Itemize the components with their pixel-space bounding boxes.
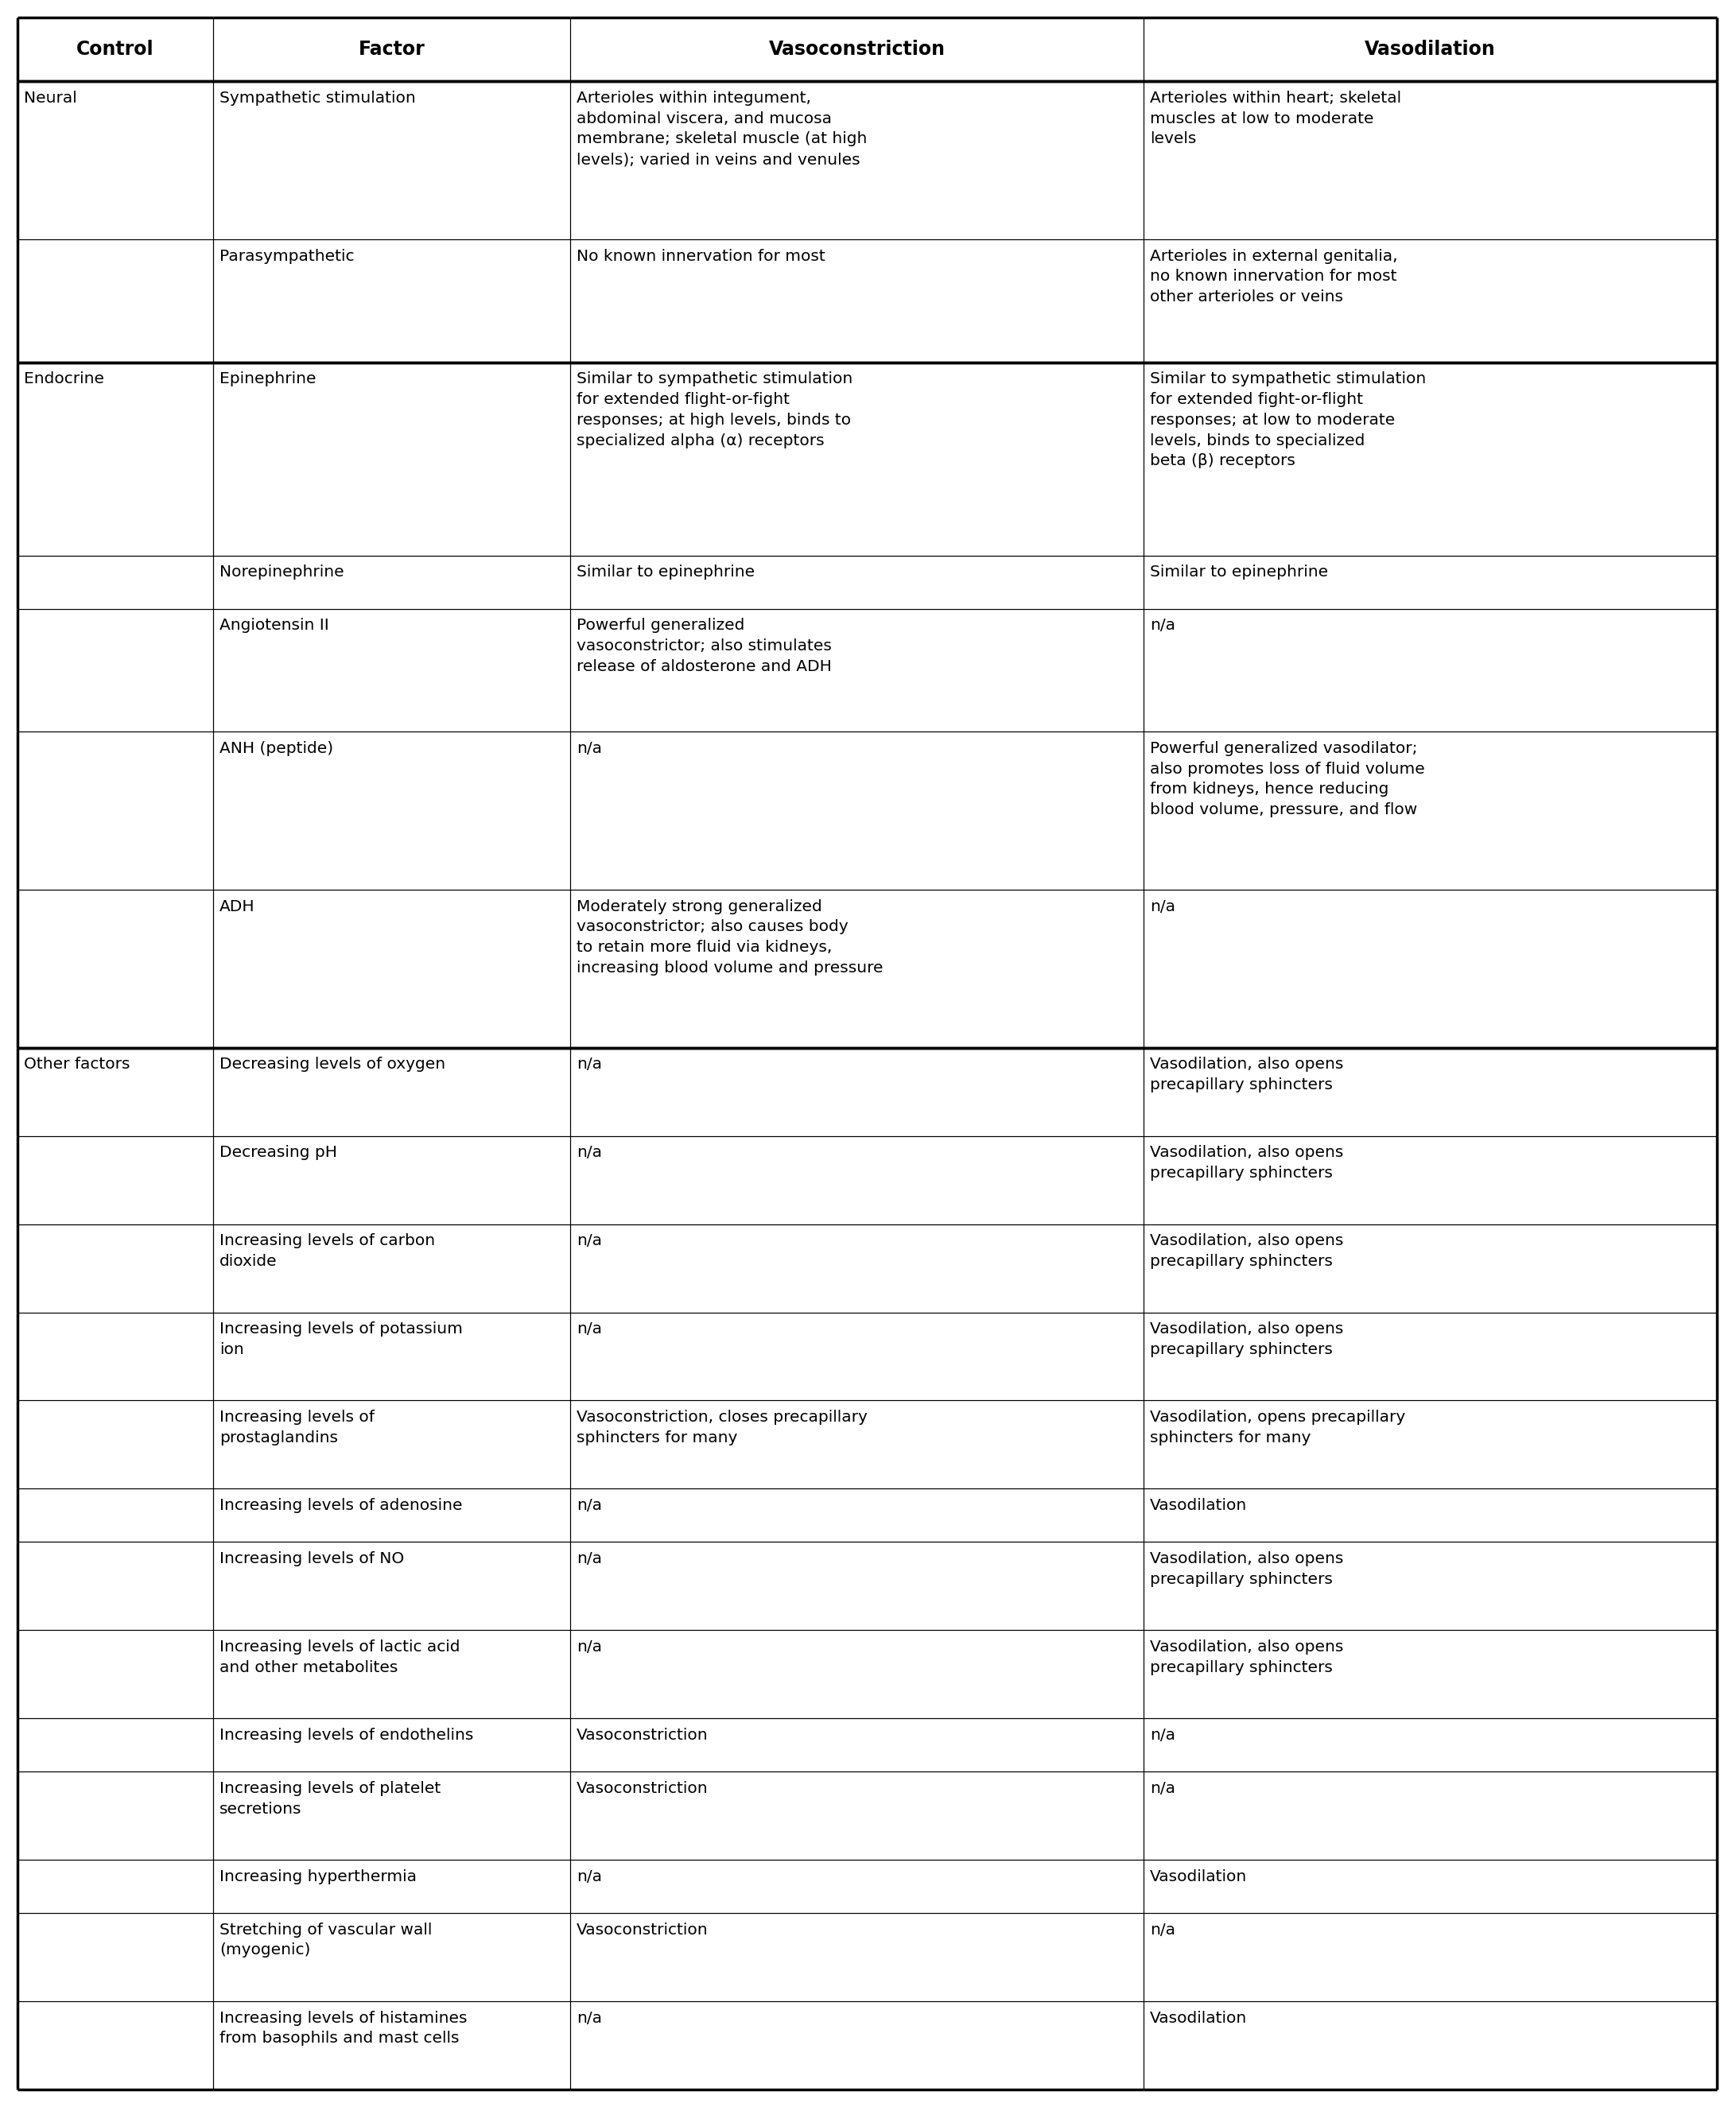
Text: Vasodilation, also opens
precapillary sphincters: Vasodilation, also opens precapillary sp… bbox=[1149, 1144, 1344, 1180]
Text: Vasodilation: Vasodilation bbox=[1149, 2010, 1246, 2025]
Text: Vasodilation: Vasodilation bbox=[1149, 1869, 1246, 1884]
Text: Vasodilation, also opens
precapillary sphincters: Vasodilation, also opens precapillary sp… bbox=[1149, 1058, 1344, 1094]
Text: n/a: n/a bbox=[576, 1869, 602, 1884]
Text: Vasodilation: Vasodilation bbox=[1149, 1498, 1246, 1513]
Text: Norepinephrine: Norepinephrine bbox=[219, 565, 344, 579]
Text: n/a: n/a bbox=[1149, 900, 1175, 914]
Text: Similar to sympathetic stimulation
for extended fight-or-flight
responses; at lo: Similar to sympathetic stimulation for e… bbox=[1149, 371, 1425, 468]
Text: n/a: n/a bbox=[1149, 1780, 1175, 1795]
Text: Decreasing levels of oxygen: Decreasing levels of oxygen bbox=[219, 1058, 446, 1072]
Text: Vasodilation, also opens
precapillary sphincters: Vasodilation, also opens precapillary sp… bbox=[1149, 1321, 1344, 1357]
Text: n/a: n/a bbox=[576, 1498, 602, 1513]
Text: Vasodilation, also opens
precapillary sphincters: Vasodilation, also opens precapillary sp… bbox=[1149, 1551, 1344, 1587]
Text: ANH (peptide): ANH (peptide) bbox=[219, 742, 333, 756]
Text: Arterioles in external genitalia,
no known innervation for most
other arterioles: Arterioles in external genitalia, no kno… bbox=[1149, 249, 1397, 306]
Text: n/a: n/a bbox=[576, 742, 602, 756]
Text: Similar to epinephrine: Similar to epinephrine bbox=[1149, 565, 1328, 579]
Text: Control: Control bbox=[76, 40, 155, 59]
Text: Vasoconstriction: Vasoconstriction bbox=[576, 1922, 708, 1938]
Text: Arterioles within heart; skeletal
muscles at low to moderate
levels: Arterioles within heart; skeletal muscle… bbox=[1149, 91, 1401, 147]
Text: Sympathetic stimulation: Sympathetic stimulation bbox=[219, 91, 415, 105]
Text: n/a: n/a bbox=[576, 1144, 602, 1161]
Text: n/a: n/a bbox=[576, 1321, 602, 1336]
Text: Powerful generalized vasodilator;
also promotes loss of fluid volume
from kidney: Powerful generalized vasodilator; also p… bbox=[1149, 742, 1425, 818]
Text: Similar to epinephrine: Similar to epinephrine bbox=[576, 565, 755, 579]
Text: Increasing levels of endothelins: Increasing levels of endothelins bbox=[219, 1728, 474, 1742]
Text: Vasoconstriction, closes precapillary
sphincters for many: Vasoconstriction, closes precapillary sp… bbox=[576, 1410, 868, 1445]
Text: Endocrine: Endocrine bbox=[24, 371, 104, 388]
Text: Angiotensin II: Angiotensin II bbox=[219, 617, 330, 632]
Text: Increasing hyperthermia: Increasing hyperthermia bbox=[219, 1869, 417, 1884]
Text: n/a: n/a bbox=[576, 1551, 602, 1566]
Text: Increasing levels of
prostaglandins: Increasing levels of prostaglandins bbox=[219, 1410, 375, 1445]
Text: Moderately strong generalized
vasoconstrictor; also causes body
to retain more f: Moderately strong generalized vasoconstr… bbox=[576, 900, 884, 976]
Text: ADH: ADH bbox=[219, 900, 255, 914]
Text: Vasodilation, also opens
precapillary sphincters: Vasodilation, also opens precapillary sp… bbox=[1149, 1639, 1344, 1675]
Text: Increasing levels of adenosine: Increasing levels of adenosine bbox=[219, 1498, 462, 1513]
Text: Parasympathetic: Parasympathetic bbox=[219, 249, 354, 263]
Text: Vasodilation: Vasodilation bbox=[1364, 40, 1496, 59]
Text: Vasodilation, opens precapillary
sphincters for many: Vasodilation, opens precapillary sphinct… bbox=[1149, 1410, 1406, 1445]
Text: Increasing levels of histamines
from basophils and mast cells: Increasing levels of histamines from bas… bbox=[219, 2010, 467, 2046]
Text: Increasing levels of potassium
ion: Increasing levels of potassium ion bbox=[219, 1321, 464, 1357]
Text: No known innervation for most: No known innervation for most bbox=[576, 249, 825, 263]
Text: n/a: n/a bbox=[576, 1639, 602, 1654]
Text: Decreasing pH: Decreasing pH bbox=[219, 1144, 337, 1161]
Text: n/a: n/a bbox=[576, 2010, 602, 2025]
Text: Vasoconstriction: Vasoconstriction bbox=[769, 40, 944, 59]
Text: n/a: n/a bbox=[1149, 1922, 1175, 1938]
Text: Increasing levels of NO: Increasing levels of NO bbox=[219, 1551, 404, 1566]
Text: Increasing levels of carbon
dioxide: Increasing levels of carbon dioxide bbox=[219, 1233, 436, 1268]
Text: n/a: n/a bbox=[1149, 617, 1175, 632]
Text: Vasodilation, also opens
precapillary sphincters: Vasodilation, also opens precapillary sp… bbox=[1149, 1233, 1344, 1268]
Text: n/a: n/a bbox=[576, 1058, 602, 1072]
Text: n/a: n/a bbox=[1149, 1728, 1175, 1742]
Text: Increasing levels of platelet
secretions: Increasing levels of platelet secretions bbox=[219, 1780, 441, 1816]
Text: Epinephrine: Epinephrine bbox=[219, 371, 316, 388]
Text: Vasoconstriction: Vasoconstriction bbox=[576, 1728, 708, 1742]
Text: Increasing levels of lactic acid
and other metabolites: Increasing levels of lactic acid and oth… bbox=[219, 1639, 460, 1675]
Text: n/a: n/a bbox=[576, 1233, 602, 1249]
Text: Neural: Neural bbox=[24, 91, 76, 105]
Text: Arterioles within integument,
abdominal viscera, and mucosa
membrane; skeletal m: Arterioles within integument, abdominal … bbox=[576, 91, 868, 166]
Text: Other factors: Other factors bbox=[24, 1058, 130, 1072]
Text: Factor: Factor bbox=[358, 40, 425, 59]
Text: Similar to sympathetic stimulation
for extended flight-or-fight
responses; at hi: Similar to sympathetic stimulation for e… bbox=[576, 371, 852, 449]
Text: Vasoconstriction: Vasoconstriction bbox=[576, 1780, 708, 1795]
Text: Stretching of vascular wall
(myogenic): Stretching of vascular wall (myogenic) bbox=[219, 1922, 432, 1957]
Text: Powerful generalized
vasoconstrictor; also stimulates
release of aldosterone and: Powerful generalized vasoconstrictor; al… bbox=[576, 617, 832, 674]
